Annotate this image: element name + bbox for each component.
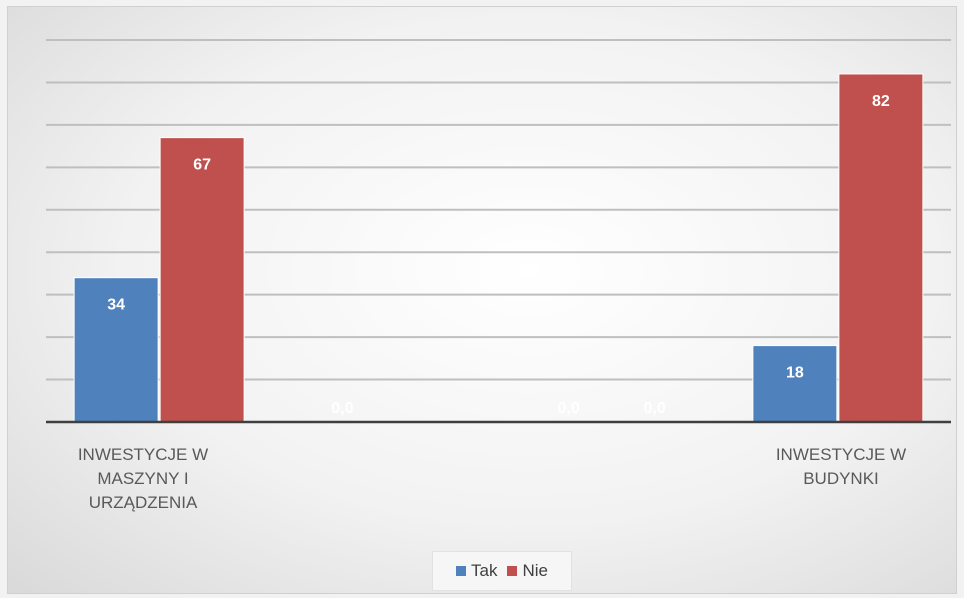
legend-item-tak: Tak (456, 561, 497, 581)
data-label: 0,0 (644, 400, 666, 417)
data-label: 0,0 (331, 400, 353, 417)
category-label-buildings: INWESTYCJE W BUDYNKI (775, 445, 907, 488)
chart-plot: 34 0,0 0,0 18 67 0,0 82 (46, 39, 951, 424)
legend-label-nie: Nie (522, 561, 548, 580)
legend-label-tak: Tak (471, 561, 498, 580)
bar-nie (159, 137, 245, 423)
category-label-machines: INWESTYCJE W MASZYNY I URZĄDZENIA (77, 445, 209, 512)
data-label: 82 (872, 93, 890, 110)
data-label: 67 (193, 157, 211, 174)
data-label: 18 (786, 365, 804, 382)
bar-nie (838, 73, 924, 423)
bar-tak (73, 277, 159, 423)
data-label: 0,0 (558, 400, 580, 417)
chart-frame: 34 0,0 0,0 18 67 0,0 82 INWESTYCJE W MASZYNY I… (7, 6, 957, 594)
legend: Tak Nie (432, 551, 572, 591)
legend-item-nie: Nie (507, 561, 548, 581)
data-label: 34 (107, 297, 125, 314)
legend-swatch-tak (456, 566, 466, 576)
legend-swatch-nie (507, 566, 518, 576)
bar-tak (752, 345, 838, 423)
